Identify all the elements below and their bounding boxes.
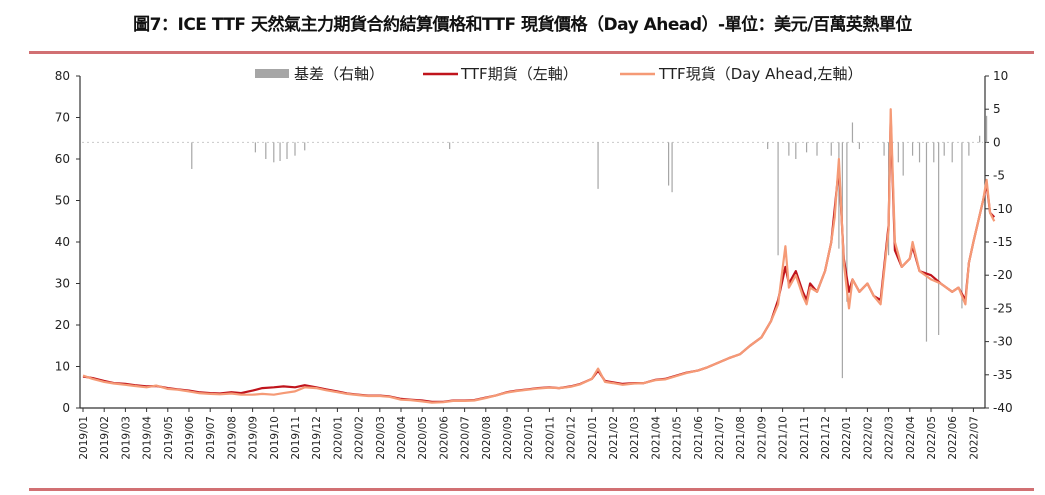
right-tick-label: 5 xyxy=(993,102,1001,116)
right-tick-label: 0 xyxy=(993,135,1001,149)
x-tick-label: 2022/05 xyxy=(926,416,938,460)
x-tick-label: 2019/08 xyxy=(226,416,238,460)
x-tick-label: 2021/03 xyxy=(629,416,641,460)
x-tick-label: 2022/02 xyxy=(862,416,874,460)
x-tick-label: 2020/10 xyxy=(523,416,535,460)
x-tick-label: 2022/01 xyxy=(841,416,853,460)
x-tick-label: 2020/02 xyxy=(354,416,366,460)
futures-line xyxy=(82,116,996,403)
x-tick-label: 2021/05 xyxy=(672,416,684,460)
x-tick-label: 2021/01 xyxy=(587,416,599,460)
x-tick-label: 2021/04 xyxy=(650,416,662,460)
left-tick-label: 60 xyxy=(55,152,70,166)
x-tick-label: 2020/11 xyxy=(544,416,556,460)
x-tick-label: 2019/10 xyxy=(269,416,281,460)
legend-swatch-basis xyxy=(255,69,289,78)
x-tick-label: 2019/07 xyxy=(205,416,217,460)
x-tick-label: 2021/12 xyxy=(820,416,832,460)
left-tick-label: 50 xyxy=(55,194,70,208)
x-tick-label: 2022/06 xyxy=(947,416,959,460)
legend-label-basis: 基差（右軸） xyxy=(294,65,384,83)
right-tick-label: -30 xyxy=(993,335,1013,349)
x-tick-label: 2019/02 xyxy=(99,416,111,460)
x-tick-label: 2021/10 xyxy=(778,416,790,460)
left-tick-label: 10 xyxy=(55,360,70,374)
x-tick-label: 2020/08 xyxy=(481,416,493,460)
x-tick-label: 2019/09 xyxy=(248,416,260,460)
x-tick-label: 2019/03 xyxy=(120,416,132,460)
left-tick-label: 0 xyxy=(62,401,70,415)
x-tick-label: 2019/05 xyxy=(163,416,175,460)
x-tick-label: 2019/01 xyxy=(78,416,90,460)
x-tick-label: 2022/03 xyxy=(884,416,896,460)
x-tick-label: 2020/07 xyxy=(460,416,472,460)
x-tick-label: 2021/09 xyxy=(756,416,768,460)
x-tick-label: 2021/11 xyxy=(799,416,811,460)
x-tick-label: 2021/02 xyxy=(608,416,620,460)
legend-label-futures: TTF期貨（左軸） xyxy=(460,65,578,83)
bottom-divider xyxy=(29,488,1034,491)
right-tick-label: -20 xyxy=(993,268,1013,282)
x-tick-label: 2020/03 xyxy=(375,416,387,460)
x-tick-label: 2020/04 xyxy=(396,416,408,460)
right-tick-label: -25 xyxy=(993,301,1013,315)
top-divider xyxy=(29,51,1034,54)
left-tick-label: 30 xyxy=(55,277,70,291)
legend: 基差（右軸） TTF期貨（左軸） TTF現貨（Day Ahead,左軸） xyxy=(255,65,863,83)
x-tick-label: 2022/04 xyxy=(905,416,917,460)
right-tick-label: -40 xyxy=(993,401,1013,415)
x-tick-label: 2020/01 xyxy=(332,416,344,460)
spot-line xyxy=(82,108,996,404)
x-tick-label: 2019/04 xyxy=(142,416,154,460)
chart-title: 圖7：ICE TTF 天然氣主力期貨合約結算價格和TTF 現貨價格（Day Ah… xyxy=(133,15,912,35)
right-tick-label: -10 xyxy=(993,202,1013,216)
right-tick-label: -5 xyxy=(993,169,1005,183)
x-tick-label: 2020/05 xyxy=(417,416,429,460)
x-tick-label: 2019/12 xyxy=(311,416,323,460)
x-tick-label: 2019/06 xyxy=(184,416,196,460)
x-tick-label: 2021/08 xyxy=(735,416,747,460)
x-tick-label: 2021/06 xyxy=(693,416,705,460)
x-tick-label: 2020/09 xyxy=(502,416,514,460)
x-tick-label: 2022/07 xyxy=(968,416,980,460)
left-tick-label: 70 xyxy=(55,111,70,125)
right-tick-label: -35 xyxy=(993,368,1013,382)
x-tick-label: 2019/11 xyxy=(290,416,302,460)
legend-label-spot: TTF現貨（Day Ahead,左軸） xyxy=(658,65,863,83)
x-tick-label: 2020/06 xyxy=(438,416,450,460)
left-tick-label: 20 xyxy=(55,318,70,332)
x-tick-label: 2020/12 xyxy=(566,416,578,460)
right-tick-label: 10 xyxy=(993,69,1008,83)
left-tick-label: 40 xyxy=(55,235,70,249)
left-tick-label: 80 xyxy=(55,69,70,83)
x-tick-label: 2021/07 xyxy=(714,416,726,460)
right-tick-label: -15 xyxy=(993,235,1013,249)
